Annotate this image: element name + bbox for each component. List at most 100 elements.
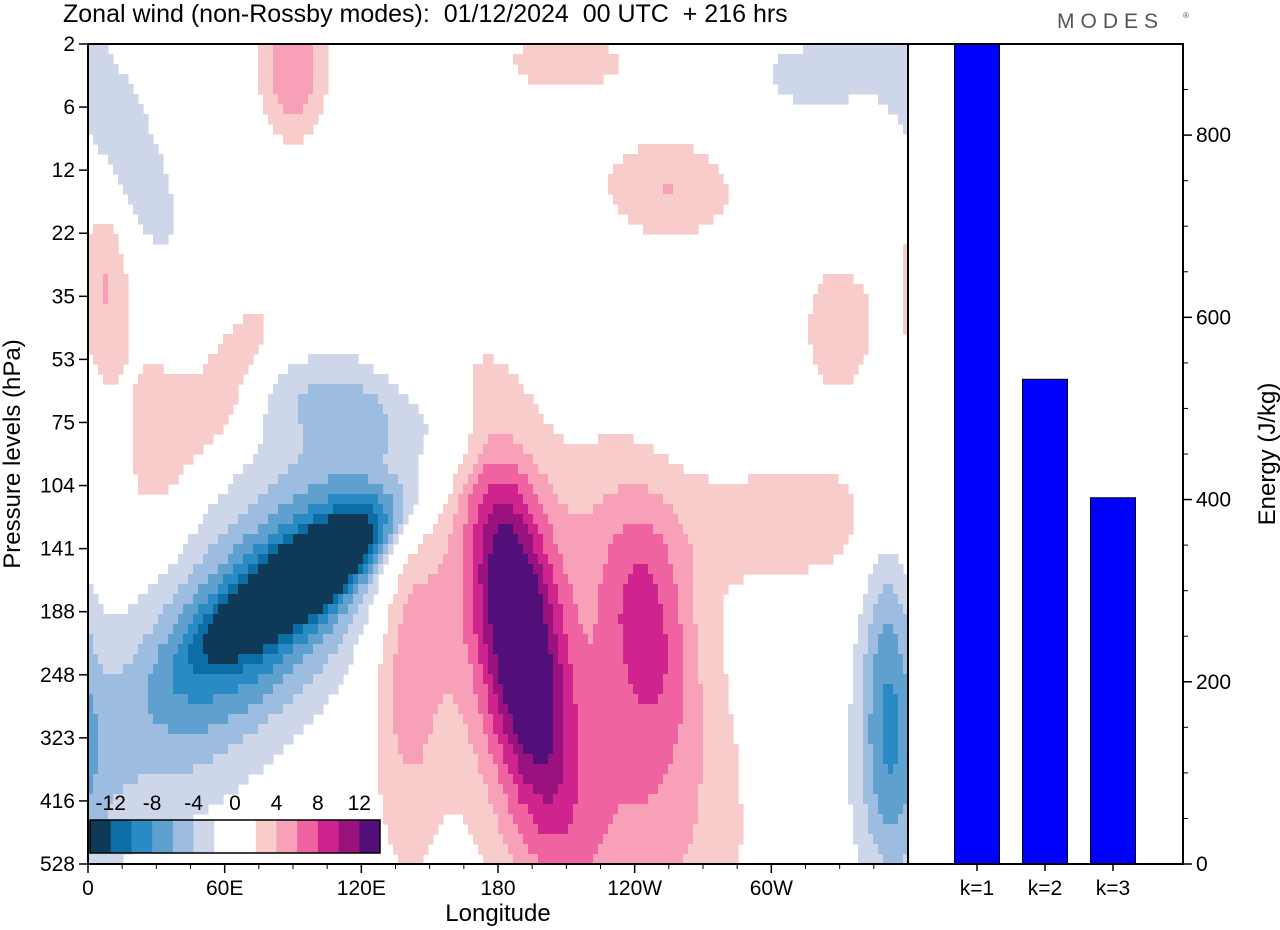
heatmap-cell	[373, 414, 379, 425]
heatmap-cell	[573, 64, 579, 75]
heatmap-cell	[98, 104, 104, 115]
heatmap-cell	[463, 564, 469, 575]
heatmap-cell	[233, 584, 239, 595]
heatmap-cell	[403, 624, 409, 635]
heatmap-cell	[308, 364, 314, 375]
heatmap-cell	[623, 584, 629, 595]
heatmap-cell	[193, 614, 199, 625]
heatmap-cell	[133, 184, 139, 195]
heatmap-cell	[278, 544, 284, 555]
heatmap-cell	[263, 444, 269, 455]
heatmap-cell	[303, 634, 309, 645]
heatmap-cell	[593, 594, 599, 605]
heatmap-cell	[533, 654, 539, 665]
heatmap-cell	[268, 594, 274, 605]
heatmap-cell	[303, 424, 309, 435]
heatmap-cell	[303, 434, 309, 445]
heatmap-cell	[123, 134, 129, 145]
heatmap-cell	[183, 654, 189, 665]
heatmap-cell	[518, 634, 524, 645]
heatmap-cell	[528, 544, 534, 555]
heatmap-cell	[828, 304, 834, 315]
heatmap-cell	[583, 574, 589, 585]
heatmap-cell	[608, 494, 614, 505]
heatmap-cell	[643, 214, 649, 225]
heatmap-cell	[463, 654, 469, 665]
heatmap-cell	[408, 404, 414, 415]
heatmap-cell	[323, 364, 329, 375]
heatmap-cell	[673, 554, 679, 565]
heatmap-cell	[108, 724, 114, 735]
heatmap-cell	[428, 634, 434, 645]
heatmap-cell	[328, 524, 334, 535]
heatmap-cell	[363, 444, 369, 455]
heatmap-cell	[293, 94, 299, 105]
heatmap-cell	[113, 134, 119, 145]
heatmap-cell	[153, 664, 159, 675]
heatmap-cell	[333, 464, 339, 475]
heatmap-cell	[143, 714, 149, 725]
heatmap-cell	[828, 74, 834, 85]
heatmap-cell	[108, 354, 114, 365]
heatmap-cell	[253, 674, 259, 685]
heatmap-cell	[623, 194, 629, 205]
heatmap-cell	[258, 634, 264, 645]
heatmap-cell	[778, 564, 784, 575]
heatmap-cell	[208, 544, 214, 555]
heatmap-cell	[298, 84, 304, 95]
heatmap-cell	[593, 644, 599, 655]
heatmap-cell	[433, 634, 439, 645]
heatmap-cell	[143, 374, 149, 385]
heatmap-cell	[163, 374, 169, 385]
heatmap-cell	[513, 704, 519, 715]
heatmap-cell	[123, 664, 129, 675]
heatmap-cell	[293, 364, 299, 375]
heatmap-cell	[393, 434, 399, 445]
heatmap-cell	[608, 184, 614, 195]
heatmap-cell	[703, 494, 709, 505]
heatmap-cell	[583, 64, 589, 75]
heatmap-cell	[318, 474, 324, 485]
heatmap-cell	[253, 344, 259, 355]
heatmap-cell	[903, 664, 908, 675]
heatmap-cell	[538, 724, 544, 735]
heatmap-cell	[488, 394, 494, 405]
heatmap-cell	[153, 204, 159, 215]
heatmap-cell	[198, 594, 204, 605]
heatmap-cell	[273, 74, 279, 85]
heatmap-cell	[128, 714, 134, 725]
heatmap-cell	[598, 614, 604, 625]
heatmap-cell	[323, 554, 329, 565]
heatmap-cell	[308, 624, 314, 635]
heatmap-cell	[698, 634, 704, 645]
heatmap-cell	[228, 374, 234, 385]
heatmap-cell	[723, 694, 729, 705]
heatmap-cell	[268, 414, 274, 425]
heatmap-cell	[238, 354, 244, 365]
heatmap-cell	[418, 644, 424, 655]
heatmap-cell	[103, 244, 109, 255]
heatmap-cell	[123, 634, 129, 645]
heatmap-cell	[568, 64, 574, 75]
heatmap-cell	[193, 404, 199, 415]
heatmap-cell	[268, 724, 274, 735]
heatmap-cell	[708, 554, 714, 565]
heatmap-cell	[718, 544, 724, 555]
heatmap-cell	[668, 724, 674, 735]
heatmap-cell	[543, 634, 549, 645]
heatmap-cell	[368, 564, 374, 575]
heatmap-cell	[763, 494, 769, 505]
heatmap-cell	[623, 654, 629, 665]
heatmap-cell	[113, 114, 119, 125]
heatmap-cell	[173, 624, 179, 635]
heatmap-cell	[818, 534, 824, 545]
heatmap-cell	[168, 424, 174, 435]
heatmap-cell	[208, 554, 214, 565]
heatmap-cell	[813, 544, 819, 555]
heatmap-cell	[518, 724, 524, 735]
heatmap-cell	[573, 534, 579, 545]
heatmap-cell	[418, 434, 424, 445]
heatmap-cell	[498, 604, 504, 615]
heatmap-cell	[328, 364, 334, 375]
heatmap-cell	[603, 464, 609, 475]
